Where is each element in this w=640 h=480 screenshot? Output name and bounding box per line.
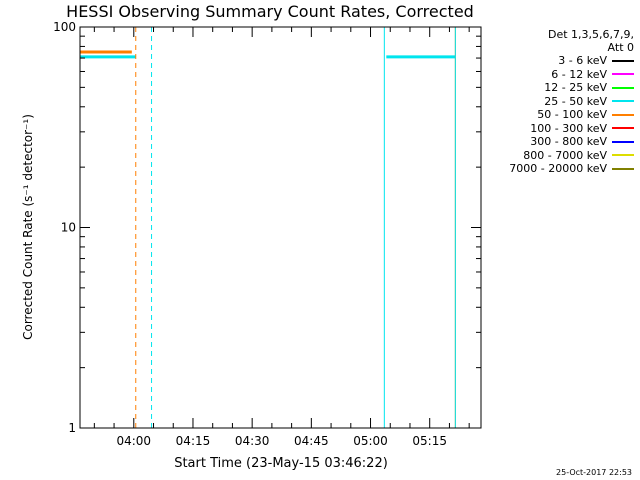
legend-item-300-800-kev: 300 - 800 keV (488, 135, 634, 149)
legend-label: 100 - 300 keV (530, 121, 607, 135)
x-tick-label: 04:15 (176, 434, 211, 448)
legend-label: 7000 - 20000 keV (509, 162, 607, 176)
legend-swatch (612, 113, 634, 116)
legend-label: 800 - 7000 keV (523, 148, 607, 162)
y-tick-label: 10 (61, 221, 76, 235)
x-axis-label: Start Time (23-May-15 03:46:22) (174, 456, 388, 471)
legend-label: 25 - 50 keV (544, 94, 607, 108)
legend-item-6-12-kev: 6 - 12 keV (488, 68, 634, 82)
legend-label: 50 - 100 keV (537, 108, 607, 122)
y-tick-label: 100 (53, 20, 76, 34)
legend-swatch (612, 154, 634, 157)
legend-swatch (612, 73, 634, 76)
legend-label: 3 - 6 keV (558, 54, 607, 68)
legend-item-25-50-kev: 25 - 50 keV (488, 95, 634, 109)
legend-header-line-1: Det 1,3,5,6,7,9, (547, 28, 634, 41)
legend-item-3-6-kev: 3 - 6 keV (488, 54, 634, 68)
x-tick-label: 04:00 (116, 434, 151, 448)
x-tick-label: 04:30 (235, 434, 270, 448)
legend-item-800-7000-kev: 800 - 7000 keV (488, 149, 634, 163)
x-tick-label: 05:00 (353, 434, 388, 448)
legend-swatch (612, 140, 634, 143)
legend-swatch (612, 100, 634, 103)
legend-entries: 3 - 6 keV 6 - 12 keV 12 - 25 keV 25 - 50 ke… (488, 54, 634, 176)
legend-label: 300 - 800 keV (530, 135, 607, 149)
x-tick-label: 04:45 (294, 434, 329, 448)
legend: Det 1,3,5,6,7,9, Att 0 3 - 6 keV 6 - 12 k… (488, 28, 634, 176)
y-axis-label: Corrected Count Rate (s⁻¹ detector⁻¹) (21, 114, 35, 340)
legend-swatch (612, 59, 634, 62)
legend-swatch (612, 167, 634, 170)
plot-frame (79, 26, 482, 429)
y-tick-label: 1 (68, 421, 76, 435)
legend-item-100-300-kev: 100 - 300 keV (488, 122, 634, 136)
legend-item-50-100-kev: 50 - 100 keV (488, 108, 634, 122)
footer-timestamp: 25-Oct-2017 22:53 (556, 468, 632, 477)
legend-swatch (612, 127, 634, 130)
x-tick-label: 05:15 (412, 434, 447, 448)
legend-item-12-25-kev: 12 - 25 keV (488, 81, 634, 95)
legend-item-7000-20000-kev: 7000 - 20000 keV (488, 162, 634, 176)
legend-header-line-2: Att 0 (607, 41, 634, 54)
chart-title: HESSI Observing Summary Count Rates, Cor… (66, 2, 474, 21)
legend-label: 6 - 12 keV (551, 67, 607, 81)
legend-swatch (612, 86, 634, 89)
legend-label: 12 - 25 keV (544, 81, 607, 95)
